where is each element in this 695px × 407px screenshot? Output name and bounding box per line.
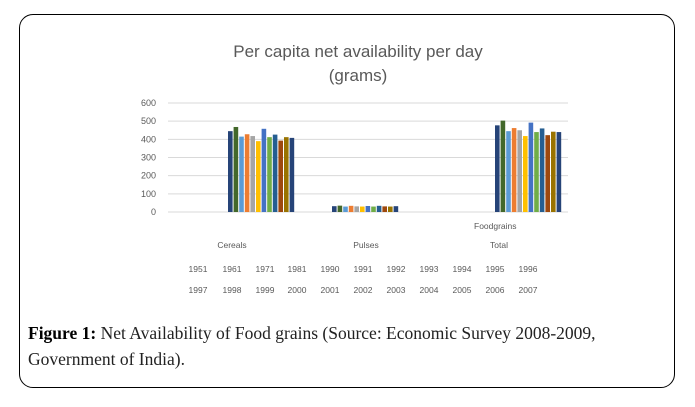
legend-year: 2006: [486, 285, 505, 295]
category-label: Cereals: [217, 240, 246, 250]
legend-year: 2001: [321, 285, 340, 295]
legend-year: 1971: [256, 264, 275, 274]
y-tick-label: 300: [141, 153, 156, 163]
legend-year: 2005: [453, 285, 472, 295]
bar: [371, 206, 376, 212]
caption-text: Net Availability of Food grains (Source:…: [28, 323, 596, 369]
bar: [239, 136, 244, 212]
y-tick-label: 0: [151, 207, 156, 217]
bar: [289, 137, 295, 212]
bar: [284, 137, 289, 212]
legend-year: 1995: [486, 264, 505, 274]
bar: [376, 205, 382, 212]
legend-year: 1991: [354, 264, 373, 274]
legend-year: 1994: [453, 264, 472, 274]
bar: [360, 206, 365, 212]
legend-year: 1997: [189, 285, 208, 295]
bar: [261, 128, 267, 212]
bar: [388, 206, 393, 212]
bar: [250, 136, 255, 212]
legend-year: 1993: [420, 264, 439, 274]
bar: [495, 125, 500, 212]
y-tick-label: 400: [141, 134, 156, 144]
caption-label: Figure 1:: [28, 323, 97, 343]
bar: [545, 135, 550, 212]
bar: [523, 136, 528, 212]
total-axis-label: Foodgrains: [474, 221, 517, 231]
legend-year: 1961: [223, 264, 242, 274]
bar: [556, 132, 562, 212]
legend-year: 1998: [223, 285, 242, 295]
chart-title-line-2: (grams): [329, 66, 388, 85]
legend-year: 2004: [420, 285, 439, 295]
bar: [343, 206, 348, 212]
category-label: Total: [490, 240, 508, 250]
y-tick-label: 100: [141, 189, 156, 199]
legend-year: 2000: [288, 285, 307, 295]
legend-year: 1951: [189, 264, 208, 274]
legend-year: 2007: [519, 285, 538, 295]
bar: [365, 206, 371, 212]
bar: [244, 134, 250, 212]
legend-year: 2003: [387, 285, 406, 295]
bar: [332, 206, 337, 212]
legend-year: 1981: [288, 264, 307, 274]
bar: [534, 132, 539, 212]
y-tick-label: 500: [141, 116, 156, 126]
bar: [393, 206, 399, 212]
bar: [228, 131, 233, 212]
y-tick-label: 200: [141, 171, 156, 181]
y-tick-label: 600: [141, 98, 156, 108]
bar: [272, 134, 278, 212]
legend-year: 2002: [354, 285, 373, 295]
bar: [528, 122, 534, 212]
bar: [539, 128, 545, 212]
legend-year: 1999: [256, 285, 275, 295]
bar: [278, 140, 283, 212]
figure-frame: [19, 14, 675, 388]
category-label: Pulses: [353, 240, 379, 250]
bar: [551, 131, 556, 212]
bar: [506, 131, 511, 212]
bar: [517, 130, 522, 212]
bar: [511, 128, 517, 212]
bar: [337, 205, 343, 212]
bar: [354, 206, 359, 212]
bar: [500, 120, 506, 212]
bar: [267, 137, 272, 212]
figure-caption: Figure 1: Net Availability of Food grain…: [28, 320, 668, 372]
bar: [256, 141, 261, 212]
bar: [348, 205, 354, 212]
bar: [233, 126, 239, 212]
legend-year: 1990: [321, 264, 340, 274]
bar: [382, 206, 387, 212]
legend-year: 1996: [519, 264, 538, 274]
chart-title-line-1: Per capita net availability per day: [233, 42, 483, 61]
legend-year: 1992: [387, 264, 406, 274]
